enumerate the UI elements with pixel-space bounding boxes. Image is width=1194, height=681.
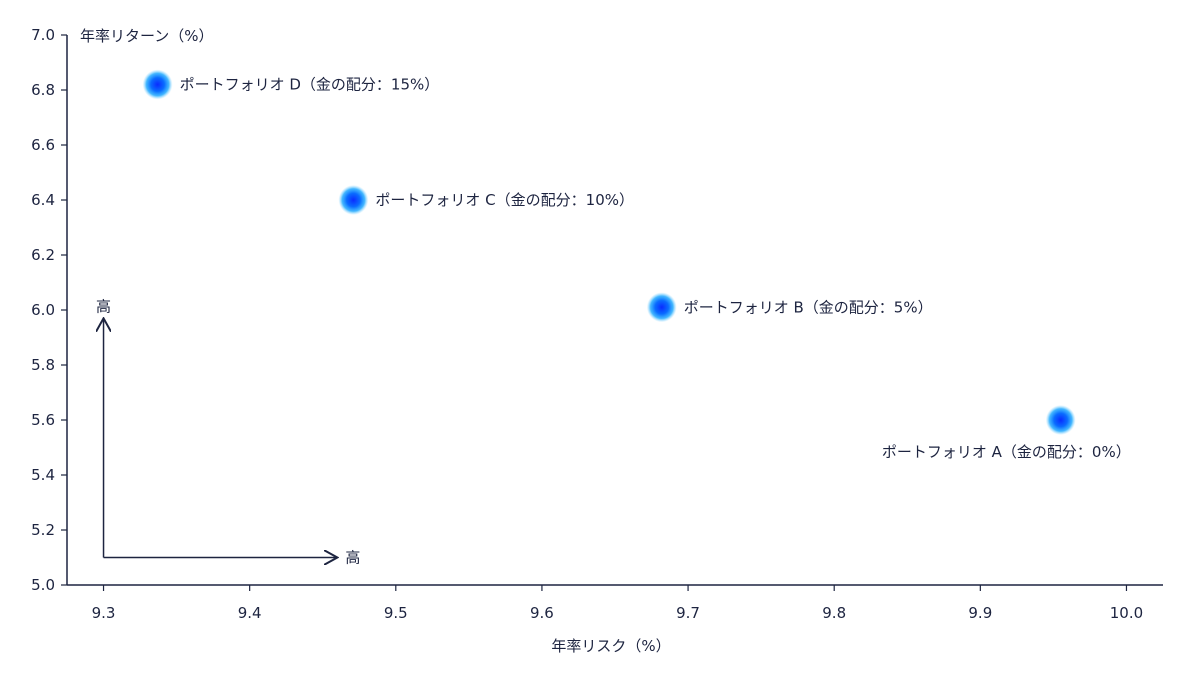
x-tick-label: 9.4	[238, 604, 262, 622]
y-tick-label: 6.4	[31, 191, 55, 209]
data-point	[1045, 405, 1076, 435]
y-tick-label: 5.8	[31, 356, 55, 374]
data-point	[142, 69, 173, 100]
y-tick-label: 6.8	[31, 81, 55, 99]
y-tick-label: 5.2	[31, 521, 55, 539]
data-point-label: ポートフォリオ D（金の配分：15%）	[180, 76, 440, 94]
y-ticks: 5.0 5.2 5.4 5.6 5.8 6.0 6.2 6.4 6.6 6.8 7.0	[31, 26, 67, 594]
x-tick-label: 9.6	[530, 604, 554, 622]
y-tick-label: 6.6	[31, 136, 55, 154]
y-tick-label: 5.6	[31, 411, 55, 429]
data-point-label: ポートフォリオ A（金の配分：0%）	[882, 443, 1131, 461]
y-axis-title: 年率リターン（%）	[80, 27, 214, 45]
vertical-arrow-label: 高	[96, 297, 111, 315]
y-tick-label: 5.4	[31, 466, 55, 484]
x-tick-label: 9.9	[968, 604, 992, 622]
data-point	[646, 292, 677, 323]
x-tick-label: 9.3	[92, 604, 116, 622]
data-point-group: ポートフォリオ C（金の配分：10%）	[338, 185, 634, 215]
data-point-label: ポートフォリオ C（金の配分：10%）	[375, 191, 634, 209]
x-ticks: 9.3 9.4 9.5 9.6 9.7 9.8 9.9 10.0	[92, 585, 1143, 622]
data-points: ポートフォリオ D（金の配分：15%） ポートフォリオ C（金の配分：10%） ポー…	[142, 69, 1131, 461]
x-tick-label: 9.5	[384, 604, 408, 622]
data-point	[338, 185, 369, 215]
annotation-arrows: 高 高	[96, 297, 360, 566]
y-tick-label: 6.2	[31, 246, 55, 264]
x-tick-label: 9.8	[822, 604, 846, 622]
x-tick-label: 10.0	[1110, 604, 1143, 622]
y-tick-label: 5.0	[31, 576, 55, 594]
axes	[66, 35, 1163, 586]
horizontal-arrow-label: 高	[345, 549, 360, 567]
x-axis-title: 年率リスク（%）	[551, 637, 670, 655]
data-point-group: ポートフォリオ A（金の配分：0%）	[882, 405, 1131, 461]
data-point-group: ポートフォリオ B（金の配分：5%）	[646, 292, 933, 323]
data-point-label: ポートフォリオ B（金の配分：5%）	[684, 298, 933, 316]
data-point-group: ポートフォリオ D（金の配分：15%）	[142, 69, 440, 100]
y-tick-label: 7.0	[31, 26, 55, 44]
y-tick-label: 6.0	[31, 301, 55, 319]
x-tick-label: 9.7	[676, 604, 700, 622]
